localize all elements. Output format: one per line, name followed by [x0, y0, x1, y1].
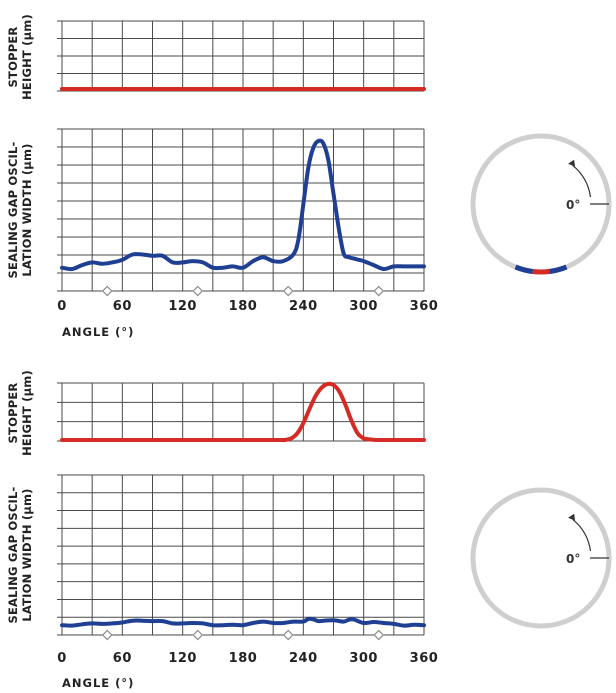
ring-diagram-1: 0° — [470, 133, 612, 275]
diamond-marker — [282, 629, 294, 641]
diamond-marker — [192, 629, 204, 641]
arrow-head-icon — [568, 159, 576, 167]
ring-arc-segment — [548, 264, 568, 274]
y-axis-label: STOPPER — [6, 27, 20, 88]
seal-ring — [470, 133, 612, 275]
x-tick-label: 300 — [349, 651, 378, 666]
y-axis-label: HEIGHT (µm) — [20, 370, 34, 456]
x-tick-label: 0 — [57, 299, 67, 314]
x-tick-label: 300 — [349, 299, 378, 314]
y-axis-label: SEALING GAP OSCIL- — [6, 486, 20, 623]
x-tick-label: 360 — [410, 651, 439, 666]
angle-label: 0° — [566, 198, 580, 212]
y-axis-label: LATION WIDTH (µm) — [20, 143, 34, 276]
x-axis-label: ANGLE (°) — [62, 325, 134, 339]
ring-diagram-2: 0° — [470, 487, 612, 629]
y-axis-label: SEALING GAP OSCIL- — [6, 141, 20, 278]
y-axis-label: STOPPER — [6, 383, 20, 444]
diamond-marker — [282, 285, 294, 297]
chart-panel-1: STOPPER HEIGHT (µm) — [6, 14, 426, 100]
series-line-1 — [60, 616, 426, 628]
x-tick-label: 360 — [410, 299, 439, 314]
series-line-1 — [60, 381, 426, 443]
x-tick-label: 240 — [289, 299, 318, 314]
rotation-arrow-icon — [572, 519, 592, 552]
series-line-1 — [60, 138, 426, 272]
x-tick-label: 120 — [168, 651, 197, 666]
y-axis-label: LATION WIDTH (µm) — [20, 488, 34, 621]
seal-ring — [470, 487, 612, 629]
diamond-marker — [192, 285, 204, 297]
y-axis-label: HEIGHT (µm) — [20, 14, 34, 100]
diamond-marker — [373, 629, 385, 641]
chart-panel-3: STOPPER HEIGHT (µm) — [6, 370, 426, 456]
angle-label: 0° — [566, 552, 580, 566]
x-tick-label: 60 — [113, 651, 132, 666]
x-tick-label: 60 — [113, 299, 132, 314]
x-tick-label: 0 — [57, 651, 67, 666]
x-tick-label: 120 — [168, 299, 197, 314]
arrow-head-icon — [568, 513, 576, 521]
ring-arc-segment — [532, 269, 550, 275]
diamond-marker — [101, 629, 113, 641]
x-tick-label: 240 — [289, 651, 318, 666]
diamond-marker — [101, 285, 113, 297]
ring-arc-segment — [514, 264, 534, 274]
x-axis-label: ANGLE (°) — [62, 676, 134, 690]
x-tick-label: 180 — [229, 299, 258, 314]
diamond-marker — [373, 285, 385, 297]
chart-panel-4: SEALING GAP OSCIL- LATION WIDTH (µm) 0 60 12… — [6, 474, 439, 690]
chart-panel-2: SEALING GAP OSCIL- LATION WIDTH (µm) 0 60 12… — [6, 128, 439, 339]
rotation-arrow-icon — [572, 165, 592, 198]
x-tick-label: 180 — [229, 651, 258, 666]
